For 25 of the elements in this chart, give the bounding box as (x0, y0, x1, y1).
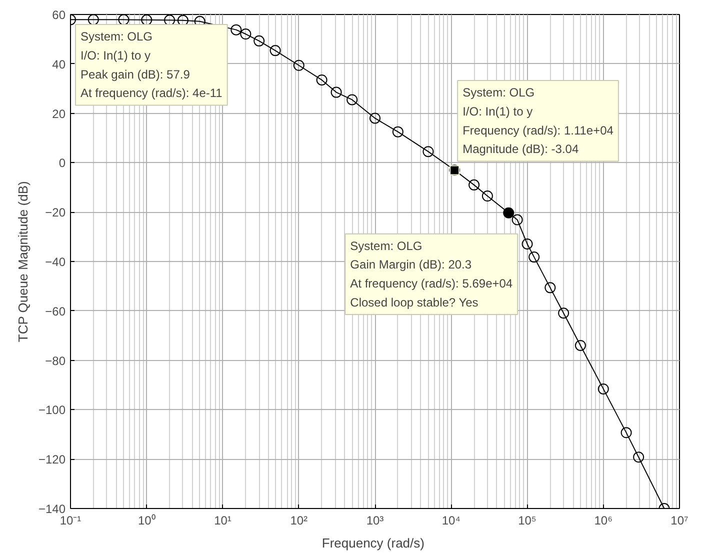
y-tick-label: −60 (45, 304, 66, 318)
y-tick-label: −120 (38, 452, 66, 467)
y-tick-label: 60 (52, 8, 66, 22)
y-tick-label: −20 (45, 206, 66, 220)
x-tick-label: 10⁷ (670, 514, 688, 528)
x-tick-label: 10⁰ (138, 514, 156, 528)
x-tick-label: 10⁴ (442, 514, 460, 528)
y-tick-label: 0 (58, 156, 66, 170)
y-tick-label: −80 (45, 354, 66, 368)
x-tick-label: 10⁵ (518, 514, 536, 528)
annotation: System: OLG I/O: In(1) to y Frequency (rad/s): 1.11e+04 Magnitude (dB): -3.04 (462, 86, 614, 156)
annotation: System: OLG I/O: In(1) to y Peak gain (dB): 57.9 At frequency (rad/s): 4e-11 (80, 30, 223, 100)
y-tick-label: −100 (38, 403, 66, 418)
x-axis-title: Frequency (rad/s) (322, 536, 424, 550)
y-tick-label: −140 (38, 502, 66, 516)
y-tick-label: 20 (52, 106, 66, 121)
y-tick-label: 40 (52, 57, 66, 72)
x-tick-label: 10³ (366, 514, 384, 528)
x-tick-label: 10⁶ (594, 514, 613, 528)
y-tick-label: −40 (45, 255, 66, 269)
y-axis-title: TCP Queue Magnitude (dB) (15, 181, 30, 342)
x-tick-label: 10² (290, 514, 308, 528)
annotation: System: OLG Gain Margin (dB): 20.3 At frequency (rad/s): 5.69e+04 Closed loop stable? Yes (350, 238, 513, 310)
x-tick-label: 10⁻¹ (60, 514, 82, 528)
x-tick-label: 10¹ (214, 514, 232, 528)
